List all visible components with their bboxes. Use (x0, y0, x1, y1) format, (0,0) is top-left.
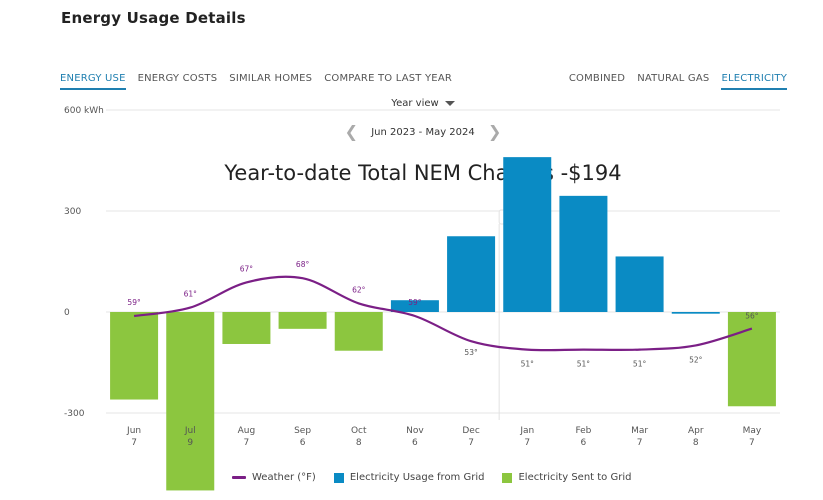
chevron-right-icon[interactable]: ❯ (487, 122, 502, 141)
bar-sent-to-grid (166, 312, 215, 491)
bar-sent-to-grid (334, 312, 383, 351)
view-select-label: Year view (391, 98, 439, 109)
x-tick-sub: 7 (637, 438, 643, 448)
x-tick-month: Aug (238, 426, 256, 436)
date-range-navigator: ❮ Jun 2023 - May 2024 ❯ (0, 122, 823, 141)
x-tick-sub: 7 (244, 438, 250, 448)
legend-item-grid-usage[interactable]: Electricity Usage from Grid (333, 472, 485, 483)
usage-type-tabs: ENERGY USE ENERGY COSTS SIMILAR HOMES CO… (60, 73, 464, 90)
tab-electricity[interactable]: ELECTRICITY (721, 73, 787, 90)
chart-legend: Weather (°F) Electricity Usage from Grid… (232, 472, 649, 483)
y-tick-label: 300 (64, 207, 81, 217)
tab-energy-costs[interactable]: ENERGY COSTS (137, 73, 218, 84)
x-tick-month: May (743, 426, 762, 436)
x-tick-month: Nov (406, 426, 424, 436)
weather-label: 59° (127, 298, 141, 307)
legend-label-weather: Weather (°F) (252, 472, 316, 483)
page-title: Energy Usage Details (61, 9, 246, 27)
chart-title: Year-to-date Total NEM Charges -$194 (224, 161, 622, 185)
x-tick-sub: 7 (749, 438, 755, 448)
chevron-left-icon[interactable]: ❮ (344, 122, 359, 141)
weather-label: 53° (464, 348, 478, 357)
weather-label: 67° (240, 264, 254, 273)
caret-down-icon (444, 100, 455, 106)
bar-grid-usage (559, 195, 608, 312)
x-tick-sub: 6 (300, 438, 306, 448)
bar-grid-usage (615, 256, 664, 312)
x-tick-month: Jul (184, 426, 196, 436)
x-tick-month: Jun (126, 426, 141, 436)
y-tick-label: 0 (64, 308, 70, 318)
bar-grid-usage (671, 312, 720, 314)
legend-item-sent-to-grid[interactable]: Electricity Sent to Grid (502, 472, 631, 483)
weather-line (133, 275, 753, 352)
x-tick-sub: 6 (581, 438, 587, 448)
y-tick-label: 600 kWh (64, 106, 104, 116)
weather-label: 51° (633, 360, 647, 369)
weather-label: 59° (408, 298, 422, 307)
weather-label: 51° (577, 360, 591, 369)
bar-sent-to-grid (222, 312, 271, 344)
tab-combined[interactable]: COMBINED (568, 73, 626, 84)
weather-label: 68° (296, 260, 310, 269)
y-tick-label: -300 (64, 409, 85, 419)
legend-label-sent-to-grid: Electricity Sent to Grid (518, 472, 632, 483)
x-tick-sub: 6 (412, 438, 418, 448)
x-tick-sub: 8 (693, 438, 699, 448)
weather-label: 61° (184, 290, 198, 299)
legend-item-weather[interactable]: Weather (°F) (232, 472, 316, 483)
bar-grid-usage (447, 236, 496, 312)
x-tick-sub: 8 (356, 438, 362, 448)
bar-sent-to-grid (278, 312, 327, 329)
x-tick-month: Oct (351, 426, 367, 436)
x-tick-month: Dec (462, 426, 479, 436)
weather-label: 62° (352, 285, 366, 294)
bar-grid-usage (503, 157, 552, 312)
date-range-label: Jun 2023 - May 2024 (371, 127, 475, 138)
tab-energy-use[interactable]: ENERGY USE (60, 73, 126, 90)
x-tick-month: Feb (575, 426, 591, 436)
legend-label-grid-usage: Electricity Usage from Grid (349, 472, 485, 483)
weather-line-swatch (232, 476, 246, 479)
bar-grid-usage (390, 300, 439, 312)
weather-label: 56° (745, 312, 759, 321)
x-tick-month: Sep (294, 426, 311, 436)
tab-compare-last-year[interactable]: COMPARE TO LAST YEAR (324, 73, 453, 84)
view-select[interactable]: Year view (0, 98, 823, 109)
weather-label: 52° (689, 355, 703, 364)
tab-natural-gas[interactable]: NATURAL GAS (637, 73, 710, 84)
x-tick-sub: 9 (187, 438, 193, 448)
bar-sent-to-grid (110, 312, 159, 400)
grid-usage-swatch (333, 472, 344, 483)
x-tick-sub: 7 (131, 438, 137, 448)
fuel-type-tabs: COMBINED NATURAL GAS ELECTRICITY (557, 73, 787, 90)
x-tick-month: Apr (688, 426, 704, 436)
x-tick-sub: 7 (468, 438, 474, 448)
x-tick-month: Jan (519, 426, 534, 436)
bar-sent-to-grid (727, 312, 776, 407)
sent-to-grid-swatch (502, 472, 513, 483)
weather-label: 51° (521, 360, 535, 369)
x-tick-month: Mar (631, 426, 648, 436)
x-tick-sub: 7 (524, 438, 530, 448)
tab-similar-homes[interactable]: SIMILAR HOMES (229, 73, 313, 84)
